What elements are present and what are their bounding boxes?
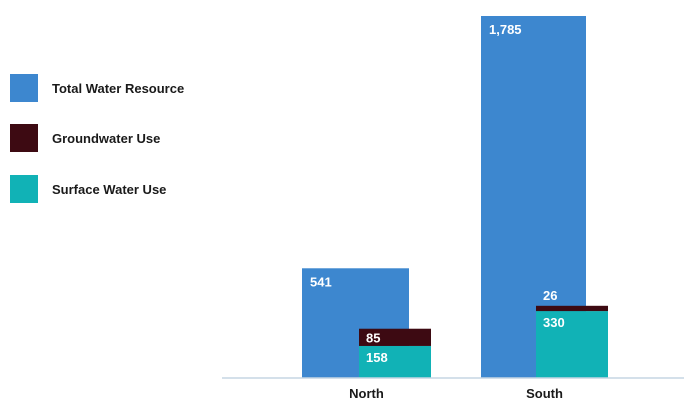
data-label-total-water-resource-north: 541 [310, 274, 332, 289]
x-tick-label-south: South [526, 386, 563, 401]
data-label-groundwater-use-south: 26 [543, 288, 557, 303]
bar-groundwater-use-south [536, 305, 608, 312]
data-label-groundwater-use-north: 85 [366, 331, 380, 346]
legend-swatch-total-water-resource [10, 74, 38, 102]
legend-item-surface-water-use: Surface Water Use [10, 175, 166, 203]
legend-item-groundwater-use: Groundwater Use [10, 124, 160, 152]
legend-swatch-groundwater-use [10, 124, 38, 152]
data-label-surface-water-use-south: 330 [543, 315, 565, 330]
legend-label-total-water-resource: Total Water Resource [52, 80, 185, 96]
data-label-surface-water-use-north: 158 [366, 350, 388, 365]
legend-item-total-water-resource: Total Water Resource [10, 74, 184, 102]
bar-surface-water-use-north [359, 345, 431, 378]
bar-surface-water-use-south [536, 311, 608, 378]
legend-label-surface-water-use: Surface Water Use [52, 181, 167, 197]
x-tick-label-north: North [349, 386, 384, 401]
legend-label-groundwater-use: Groundwater Use [52, 130, 161, 146]
bar-groundwater-use-north [359, 328, 431, 346]
data-label-total-water-resource-south: 1,785 [489, 22, 522, 37]
legend-swatch-surface-water-use [10, 175, 38, 203]
